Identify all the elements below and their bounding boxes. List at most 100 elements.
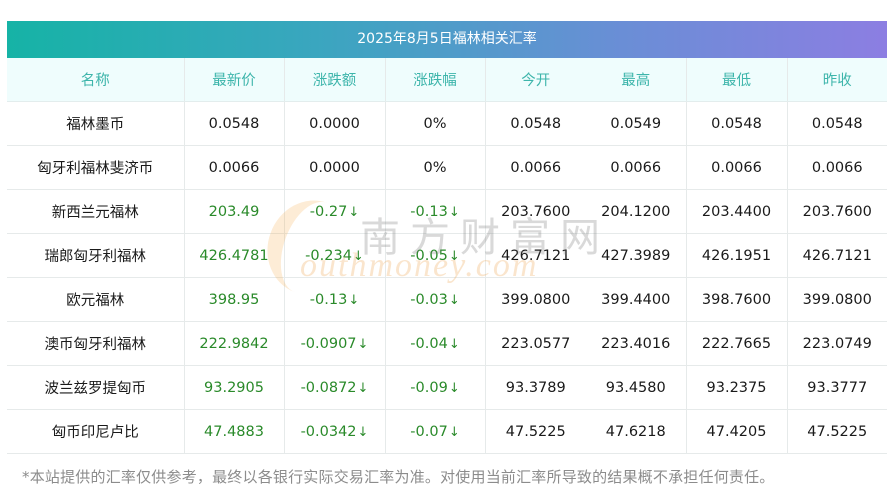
cell-high: 399.4400 — [586, 277, 686, 322]
cell-open: 223.0577 — [484, 321, 586, 366]
cell-change-pct-value: -0.03 — [410, 291, 448, 308]
cell-low: 93.2375 — [685, 365, 787, 410]
cell-open-value: 399.0800 — [501, 291, 571, 308]
cell-prev-close-value: 47.5225 — [807, 423, 868, 440]
column-header-latest: 最新价 — [183, 58, 284, 102]
cell-change: -0.0342↓ — [283, 409, 385, 454]
cell-change-pct-value: 0% — [423, 159, 447, 176]
cell-name: 波兰兹罗提匈币 — [7, 365, 184, 410]
cell-name-value: 福林墨币 — [66, 117, 125, 133]
cell-latest-value: 398.95 — [208, 291, 260, 308]
cell-prev-close-value: 426.7121 — [802, 247, 872, 264]
down-arrow-icon: ↓ — [357, 336, 369, 352]
cell-latest-value: 0.0066 — [208, 159, 260, 176]
cell-low-value: 203.4400 — [701, 203, 772, 220]
cell-low: 222.7665 — [685, 321, 787, 366]
cell-low-value: 0.0548 — [711, 115, 762, 132]
cell-high: 93.4580 — [586, 365, 686, 410]
cell-change-value: -0.0872 — [300, 379, 357, 396]
cell-open-value: 203.7600 — [501, 203, 571, 220]
cell-change-value: -0.0907 — [300, 335, 357, 352]
cell-low-value: 47.4205 — [706, 423, 767, 440]
cell-open: 93.3789 — [484, 365, 586, 410]
table-row: 欧元福林 398.95 -0.13↓ -0.03↓ 399.0800 399.4400 39… — [7, 277, 887, 322]
cell-open-value: 0.0548 — [510, 115, 562, 132]
cell-low: 47.4205 — [685, 409, 787, 454]
cell-prev-close-value: 0.0066 — [811, 159, 863, 176]
cell-change-pct: -0.05↓ — [384, 233, 485, 278]
cell-open: 399.0800 — [484, 277, 586, 322]
cell-latest: 0.0548 — [183, 101, 284, 146]
table-row: 波兰兹罗提匈币 93.2905 -0.0872↓ -0.09↓ 93.3789 93.45… — [7, 365, 887, 410]
cell-high-value: 0.0066 — [610, 159, 662, 176]
cell-prev-close: 426.7121 — [786, 233, 887, 278]
cell-low: 0.0066 — [685, 145, 787, 190]
column-header-name: 名称 — [7, 58, 184, 102]
down-arrow-icon: ↓ — [448, 336, 460, 352]
cell-name: 新西兰元福林 — [7, 189, 184, 234]
cell-high-value: 0.0549 — [610, 115, 662, 132]
column-header-change-pct: 涨跌幅 — [384, 58, 485, 102]
table-row: 匈币印尼卢比 47.4883 -0.0342↓ -0.07↓ 47.5225 47.621… — [7, 409, 887, 454]
cell-change: -0.13↓ — [283, 277, 385, 322]
cell-prev-close-value: 223.0749 — [802, 335, 872, 352]
cell-latest-value: 93.2905 — [204, 379, 264, 396]
cell-prev-close: 93.3777 — [786, 365, 887, 410]
cell-name: 澳币匈牙利福林 — [7, 321, 184, 366]
cell-name: 福林墨币 — [7, 101, 184, 146]
cell-latest-value: 47.4883 — [204, 423, 264, 440]
column-header-high: 最高 — [586, 58, 686, 102]
cell-low-value: 398.7600 — [701, 291, 772, 308]
cell-low: 398.7600 — [685, 277, 787, 322]
cell-change: 0.0000 — [283, 145, 385, 190]
cell-name: 欧元福林 — [7, 277, 184, 322]
cell-change-pct: -0.03↓ — [384, 277, 485, 322]
cell-latest: 47.4883 — [183, 409, 284, 454]
cell-name-value: 澳币匈牙利福林 — [44, 337, 147, 353]
down-arrow-icon: ↓ — [352, 248, 364, 264]
down-arrow-icon: ↓ — [448, 204, 460, 220]
cell-name-value: 波兰兹罗提匈币 — [44, 381, 147, 397]
cell-change-pct-value: -0.09 — [410, 379, 448, 396]
cell-low-value: 222.7665 — [701, 335, 772, 352]
cell-latest-value: 222.9842 — [199, 335, 269, 352]
cell-high: 0.0066 — [586, 145, 686, 190]
cell-name: 匈牙利福林斐济币 — [7, 145, 184, 190]
column-header-prev-close: 昨收 — [786, 58, 887, 102]
cell-name-value: 新西兰元福林 — [51, 205, 139, 221]
cell-high-value: 93.4580 — [605, 379, 666, 396]
cell-open: 47.5225 — [484, 409, 586, 454]
cell-name-value: 匈币印尼卢比 — [51, 425, 139, 441]
cell-latest: 93.2905 — [183, 365, 284, 410]
cell-high-value: 47.6218 — [605, 423, 666, 440]
cell-latest: 426.4781 — [183, 233, 284, 278]
cell-change-pct-value: 0% — [423, 115, 447, 132]
cell-name-value: 欧元福林 — [66, 293, 125, 309]
table-row: 福林墨币 0.0548 0.0000 0% 0.0548 0.0549 0.0548 0.05… — [7, 101, 887, 146]
cell-change-pct-value: -0.07 — [410, 423, 448, 440]
cell-change: 0.0000 — [283, 101, 385, 146]
cell-high-value: 399.4400 — [601, 291, 671, 308]
cell-prev-close-value: 0.0548 — [811, 115, 863, 132]
cell-latest: 203.49 — [183, 189, 284, 234]
cell-open-value: 93.3789 — [505, 379, 566, 396]
cell-high: 47.6218 — [586, 409, 686, 454]
down-arrow-icon: ↓ — [448, 248, 460, 264]
cell-change-pct: -0.13↓ — [384, 189, 485, 234]
cell-change-pct: 0% — [384, 101, 485, 146]
down-arrow-icon: ↓ — [348, 292, 360, 308]
cell-prev-close: 399.0800 — [786, 277, 887, 322]
cell-change-pct: -0.09↓ — [384, 365, 485, 410]
cell-open: 0.0066 — [484, 145, 586, 190]
cell-change: -0.27↓ — [283, 189, 385, 234]
cell-change-pct-value: -0.13 — [410, 203, 448, 220]
cell-name: 瑞郎匈牙利福林 — [7, 233, 184, 278]
cell-prev-close-value: 93.3777 — [807, 379, 868, 396]
cell-prev-close: 47.5225 — [786, 409, 887, 454]
cell-open-value: 0.0066 — [510, 159, 562, 176]
down-arrow-icon: ↓ — [448, 424, 460, 440]
cell-name-value: 瑞郎匈牙利福林 — [44, 249, 147, 265]
cell-change-value: -0.0342 — [300, 423, 357, 440]
cell-high-value: 223.4016 — [601, 335, 671, 352]
cell-change-value: 0.0000 — [309, 115, 360, 132]
